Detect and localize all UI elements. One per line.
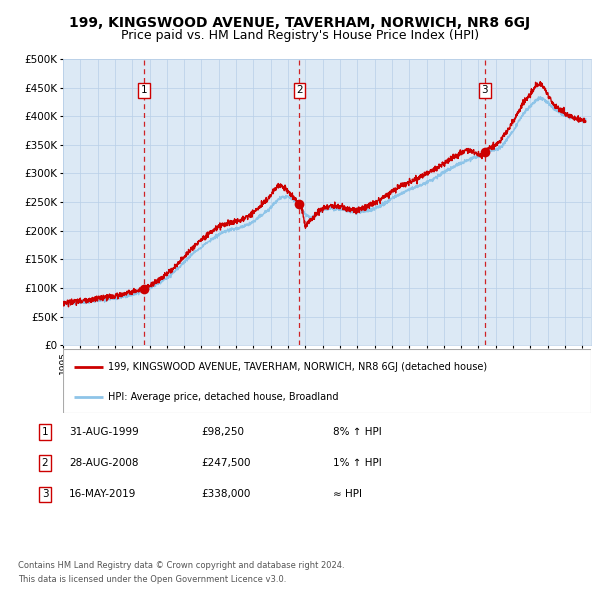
Text: ≈ HPI: ≈ HPI	[333, 490, 362, 499]
Text: 3: 3	[41, 490, 49, 499]
Text: 31-AUG-1999: 31-AUG-1999	[69, 427, 139, 437]
Text: 1% ↑ HPI: 1% ↑ HPI	[333, 458, 382, 468]
Text: 28-AUG-2008: 28-AUG-2008	[69, 458, 139, 468]
Text: £98,250: £98,250	[201, 427, 244, 437]
Text: 199, KINGSWOOD AVENUE, TAVERHAM, NORWICH, NR8 6GJ: 199, KINGSWOOD AVENUE, TAVERHAM, NORWICH…	[70, 16, 530, 30]
Text: 2: 2	[296, 86, 303, 96]
Text: 2: 2	[41, 458, 49, 468]
Text: 199, KINGSWOOD AVENUE, TAVERHAM, NORWICH, NR8 6GJ (detached house): 199, KINGSWOOD AVENUE, TAVERHAM, NORWICH…	[108, 362, 487, 372]
Text: Contains HM Land Registry data © Crown copyright and database right 2024.: Contains HM Land Registry data © Crown c…	[18, 560, 344, 570]
Text: 1: 1	[140, 86, 147, 96]
Text: Price paid vs. HM Land Registry's House Price Index (HPI): Price paid vs. HM Land Registry's House …	[121, 30, 479, 42]
Text: £338,000: £338,000	[201, 490, 250, 499]
Text: 16-MAY-2019: 16-MAY-2019	[69, 490, 136, 499]
Text: 8% ↑ HPI: 8% ↑ HPI	[333, 427, 382, 437]
Text: 1: 1	[41, 427, 49, 437]
Text: This data is licensed under the Open Government Licence v3.0.: This data is licensed under the Open Gov…	[18, 575, 286, 584]
Text: 3: 3	[482, 86, 488, 96]
Text: HPI: Average price, detached house, Broadland: HPI: Average price, detached house, Broa…	[108, 392, 338, 402]
Text: £247,500: £247,500	[201, 458, 251, 468]
